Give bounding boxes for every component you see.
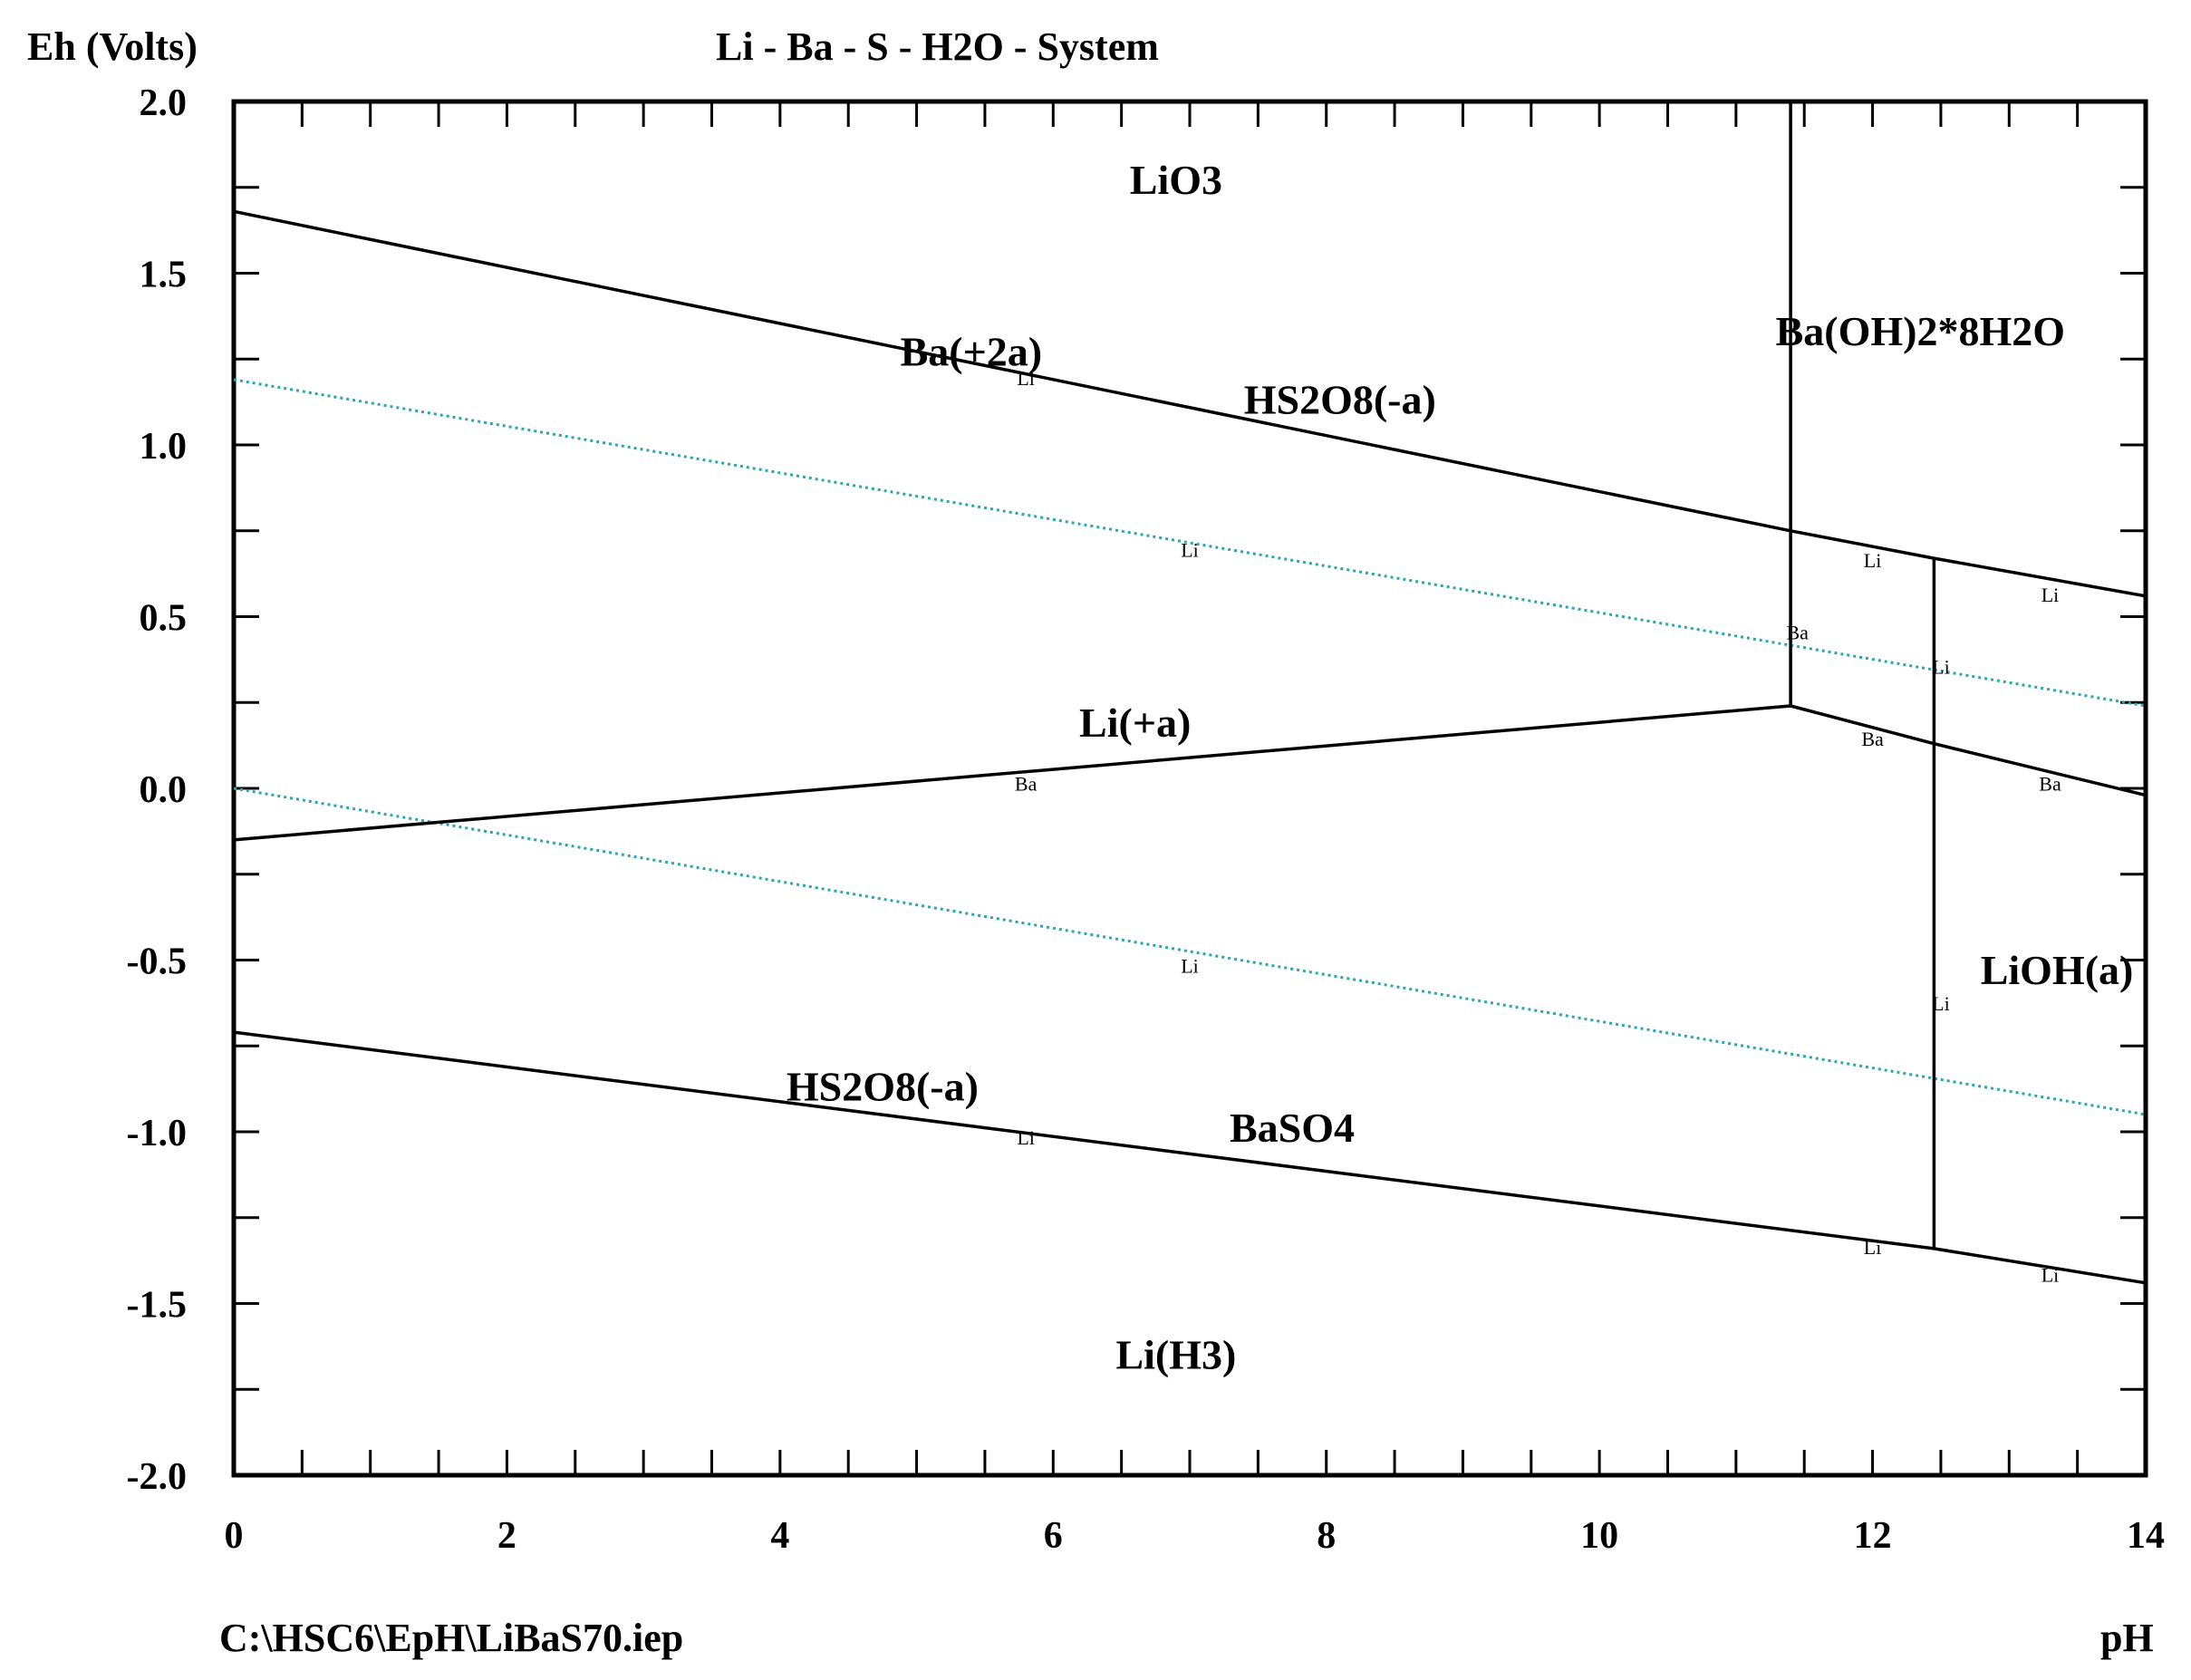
line-tag: Ba: [1015, 772, 1038, 795]
y-axis-label: Eh (Volts): [27, 24, 198, 69]
line-tag: Li: [1932, 992, 1950, 1015]
x-axis-label: pH: [2100, 1616, 2154, 1660]
y-tick-label: -1.5: [127, 1285, 188, 1327]
file-path: C:\HSC6\EpH\LiBaS70.iep: [219, 1616, 683, 1660]
line-tag: Li: [2041, 584, 2060, 606]
line-tag: Li: [1864, 549, 1882, 572]
line-tags: Li Li Li Li Ba Li Ba Ba Ba Li Li Li Li Li: [1015, 367, 2061, 1286]
region-label: Ba(OH)2*8H2O: [1776, 308, 2065, 354]
y-tick-label: -1.0: [127, 1113, 188, 1154]
x-tick-label: 10: [1580, 1515, 1618, 1557]
y-tick-label: 1.5: [140, 255, 188, 296]
x-tick-label: 2: [497, 1515, 516, 1557]
phase-boundary: [1790, 704, 2147, 797]
axis-ticks: [234, 101, 2146, 1475]
y-tick-label: 0.0: [140, 769, 188, 811]
region-label: HS2O8(-a): [787, 1064, 979, 1110]
line-tag: Li: [1017, 1126, 1035, 1149]
region-labels: LiO3Ba(+2a)HS2O8(-a)Ba(OH)2*8H2OLi(+a)Li…: [787, 157, 2134, 1377]
x-tick-label: 12: [1854, 1515, 1892, 1557]
y-tick-labels: 2.0 1.5 1.0 0.5 0.0 -0.5 -1.0 -1.5 -2.0: [127, 82, 188, 1498]
y-tick-label: 0.5: [140, 598, 188, 640]
region-label: BaSO4: [1230, 1105, 1355, 1151]
phase-boundary: [233, 1030, 2147, 1285]
y-tick-label: -0.5: [127, 941, 188, 983]
region-label: Li(+a): [1079, 700, 1191, 746]
line-tag: Ba: [1786, 622, 1809, 644]
y-tick-label: 1.0: [140, 426, 188, 468]
region-label: Ba(+2a): [901, 329, 1043, 375]
region-label: LiO3: [1130, 157, 1222, 203]
y-tick-label: -2.0: [127, 1456, 188, 1498]
line-tag: Li: [1181, 954, 1199, 977]
phase-boundaries: [233, 101, 2147, 1285]
x-tick-label: 0: [225, 1515, 244, 1557]
line-tag: Li: [1017, 367, 1035, 390]
phase-boundary: [233, 209, 2147, 598]
line-tag: Li: [1932, 656, 1950, 679]
x-tick-labels: 0 2 4 6 8 10 12 14: [225, 1515, 2166, 1557]
chart-title: Li - Ba - S - H2O - System: [716, 24, 1159, 69]
line-tag: Li: [1181, 539, 1199, 562]
y-tick-label: 2.0: [140, 82, 188, 124]
region-label: HS2O8(-a): [1244, 377, 1436, 423]
line-tag: Li: [2041, 1263, 2060, 1286]
x-tick-label: 4: [770, 1515, 789, 1557]
x-tick-label: 14: [2127, 1515, 2165, 1557]
region-label: Li(H3): [1115, 1331, 1236, 1377]
x-tick-label: 6: [1044, 1515, 1063, 1557]
line-tag: Ba: [2039, 772, 2061, 795]
line-tag: Ba: [1861, 728, 1884, 750]
phase-boundary: [233, 704, 1791, 842]
x-tick-label: 8: [1317, 1515, 1336, 1557]
line-tag: Li: [1864, 1236, 1882, 1259]
region-label: LiOH(a): [1981, 947, 2134, 993]
water-stability-lines: [233, 378, 2147, 1116]
water-stability-line: [233, 787, 2147, 1116]
